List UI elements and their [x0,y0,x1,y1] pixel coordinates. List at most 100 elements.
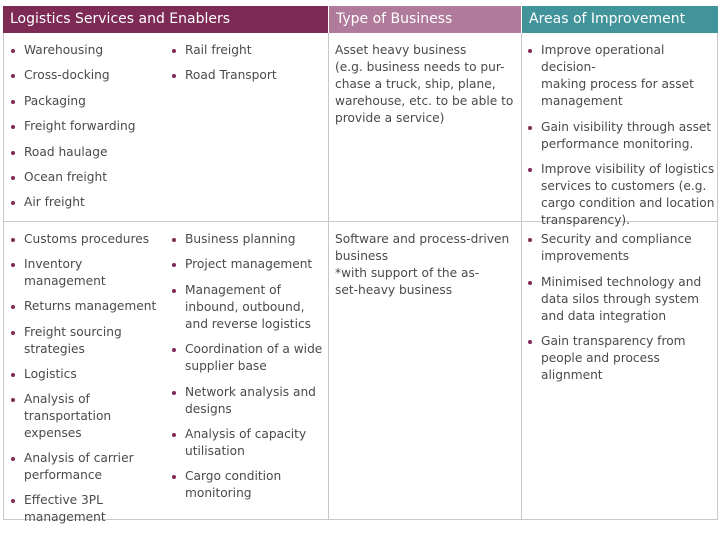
business-type-text: Asset heavy business (e.g. business needs… [335,42,517,127]
text-line: Gain transparency from [541,334,686,348]
text-line: Analysis of capacity [185,426,307,441]
text-line: making process for asset [541,77,694,91]
text-line: business [335,249,389,263]
text-line: transparency). [541,213,631,227]
list-item: Road Transport [171,67,326,84]
text-line: Analysis of carrier [24,451,134,466]
column-divider-1 [328,33,329,520]
list-item: Improve visibility of logistics services … [527,161,715,229]
text-line: Improve visibility of logistics [541,162,715,176]
text-line: Network analysis and [185,384,316,399]
text-line: performance monitoring. [541,136,694,151]
list-item: Road haulage [10,144,160,161]
text-line: set-heavy business [335,283,453,297]
text-line: Asset heavy business [335,43,467,57]
text-line: performance [24,468,103,483]
table-border-right [717,33,718,520]
text-line: *with support of the as- [335,266,480,280]
text-line: Analysis of [24,391,90,406]
text-line: designs [185,401,232,416]
text-line: Customs procedures [24,232,150,246]
list-item: Coordination of a wide supplier base [171,341,326,375]
text-line: chase a truck, ship, plane, [335,77,496,91]
text-line: alignment [541,368,603,382]
list-item: Management of inbound, outbound, and rever… [171,282,326,333]
text-line: Minimised technology and [541,274,702,289]
text-line: Project management [185,257,313,272]
list-item: Analysis of transportation expenses [10,391,165,442]
list-item: Business planning [171,231,326,248]
text-line: inbound, outbound, [185,299,305,314]
list-item: Returns management [10,298,165,315]
text-line: services to customers (e.g. [541,179,707,193]
list-item: Ocean freight [10,169,160,186]
text-line: management [24,510,106,525]
text-line: transportation [24,408,112,423]
list-item: Effective 3PL management [10,492,165,526]
text-line: management [541,94,623,108]
list-item: Warehousing [10,42,160,59]
text-line: Security and compliance [541,232,692,246]
text-line: Management of [185,282,281,297]
text-line: Inventory management [24,257,106,289]
list-item: Cargo condition monitoring [171,468,326,502]
row-divider [3,221,718,222]
list-item: Freight forwarding [10,118,160,135]
text-line: expenses [24,425,82,440]
list-item: Gain visibility through asset performance… [527,119,715,153]
row1-improvements: Improve operational decision-making proc… [527,42,715,238]
text-line: Effective 3PL [24,493,103,508]
text-line: Cargo condition [185,469,282,484]
list-item: Air freight [10,194,160,211]
row1-services-list-1: Warehousing Cross-docking Packaging Freight… [10,42,160,220]
table-border-left [3,33,4,520]
list-item: Project management [171,256,326,273]
text-line: Logistics [24,366,77,381]
business-type-text: Software and process-driven business *with… [335,231,517,299]
text-line: Returns management [24,299,157,314]
text-line: warehouse, etc. to be able to [335,94,514,108]
text-line: provide a service) [335,111,445,125]
list-item: Packaging [10,93,160,110]
table-border-bottom [3,519,718,520]
text-line: Improve operational decision- [541,43,665,74]
list-item: Security and compliance improvements [527,231,715,265]
text-line: supplier base [185,359,267,374]
text-line: Software and process-driven [335,232,510,246]
text-line: Coordination of a wide [185,342,323,357]
text-line: and reverse logistics [185,316,312,331]
list-item: Analysis of carrier performance [10,450,165,484]
text-line: utilisation [185,443,245,458]
list-item: Minimised technology and data silos throu… [527,274,715,325]
column-divider-2 [521,33,522,520]
list-item: Rail freight [171,42,326,59]
header-business-type: Type of Business [329,6,521,33]
list-item: Customs procedures [10,231,165,248]
text-line: Freight sourcing [24,324,122,339]
list-item: Inventory management [10,256,165,290]
row2-services-list-1: Customs procedures Inventory management Re… [10,231,165,535]
text-line: (e.g. business needs to pur- [335,60,505,74]
text-line: improvements [541,249,630,263]
text-line: and data integration [541,308,667,323]
list-item: Cross-docking [10,67,160,84]
text-line: Business planning [185,232,296,246]
list-item: Improve operational decision-making proc… [527,42,715,110]
text-line: monitoring [185,486,252,501]
row2-services-list-2: Business planning Project management Manag… [171,231,326,511]
list-item: Logistics [10,366,165,383]
row1-business-type: Asset heavy business (e.g. business needs… [335,42,517,127]
header-services: Logistics Services and Enablers [3,6,328,33]
header-areas-of-improvement: Areas of Improvement [522,6,718,33]
text-line: people and process [541,351,660,365]
row2-improvements: Security and compliance improvements Minim… [527,231,715,393]
text-line: cargo condition and location [541,196,715,210]
list-item: Network analysis and designs [171,384,326,418]
list-item: Gain transparency from people and process… [527,333,715,384]
text-line: strategies [24,341,85,356]
row1-services-list-2: Rail freight Road Transport [171,42,326,93]
row2-business-type: Software and process-driven business *with… [335,231,517,299]
text-line: Gain visibility through asset [541,119,712,134]
list-item: Analysis of capacity utilisation [171,426,326,460]
